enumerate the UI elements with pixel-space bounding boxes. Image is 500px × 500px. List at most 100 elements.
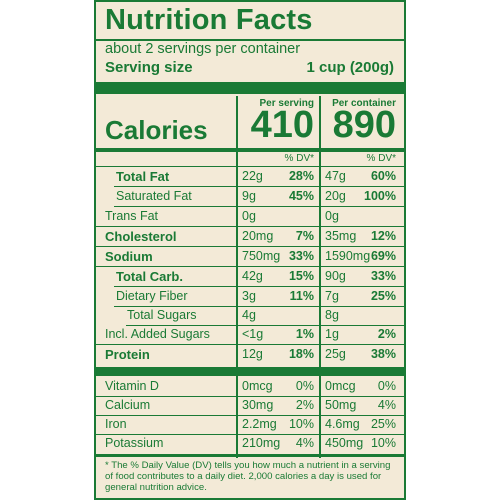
nutrient-serving-dv: 15% xyxy=(288,269,314,283)
dv-rule xyxy=(96,166,404,167)
serving-size-value: 1 cup (200g) xyxy=(306,59,394,76)
vitamin-container-dv: 10% xyxy=(370,436,396,450)
nutrient-separator xyxy=(96,226,404,227)
nutrient-container-dv: 33% xyxy=(370,269,396,283)
nutrient-serving-dv: 18% xyxy=(288,347,314,361)
vitamin-container-amount: 450mg xyxy=(325,436,364,450)
nutrient-serving-amount: <1g xyxy=(242,327,264,341)
nutrient-row: Saturated Fat 9g 45% 20g 100% xyxy=(96,187,404,207)
nutrient-name: Protein xyxy=(105,347,150,362)
vitamin-row: Iron 2.2mg 10% 4.6mg 25% xyxy=(96,415,404,435)
nutrient-serving-amount: 42g xyxy=(242,269,263,283)
nutrient-row: Trans Fat 0g 0g xyxy=(96,207,404,227)
nutrient-row: Incl. Added Sugars <1g 1% 1g 2% xyxy=(96,325,404,345)
nutrient-name: Total Sugars xyxy=(127,308,197,322)
nutrient-serving-dv: 1% xyxy=(295,327,314,341)
nutrient-container-amount: 25g xyxy=(325,347,346,361)
nutrient-name: Total Carb. xyxy=(116,269,183,284)
vitamin-container-amount: 4.6mg xyxy=(325,417,360,431)
calories-per-serving: 410 xyxy=(250,104,314,146)
nutrient-container-amount: 1590mg xyxy=(325,249,371,263)
nutrient-container-dv: 38% xyxy=(370,347,396,361)
nutrient-row: Total Sugars 4g 8g xyxy=(96,306,404,326)
nutrient-container-dv: 100% xyxy=(364,189,396,203)
footnote-rule xyxy=(96,454,404,457)
nutrient-container-amount: 8g xyxy=(325,308,339,322)
nutrient-serving-amount: 12g xyxy=(242,347,263,361)
nutrient-container-amount: 20g xyxy=(325,189,346,203)
nutrient-serving-dv: 45% xyxy=(288,189,314,203)
nutrient-serving-amount: 22g xyxy=(242,169,263,183)
nutrient-separator xyxy=(96,344,404,345)
nutrient-separator xyxy=(126,325,404,326)
nutrient-name: Trans Fat xyxy=(105,209,159,223)
nutrient-row: Cholesterol 20mg 7% 35mg 12% xyxy=(96,227,404,247)
serving-rule xyxy=(96,82,404,94)
nutrient-serving-amount: 750mg xyxy=(242,249,281,263)
nutrient-container-dv: 60% xyxy=(370,169,396,183)
column-divider-right xyxy=(319,96,321,458)
vitamin-serving-amount: 210mg xyxy=(242,436,281,450)
nutrient-container-dv: 25% xyxy=(370,289,396,303)
nutrient-serving-dv: 33% xyxy=(288,249,314,263)
vitamin-row: Calcium 30mg 2% 50mg 4% xyxy=(96,396,404,416)
nutrient-separator xyxy=(96,246,404,247)
nutrient-container-dv: 12% xyxy=(370,229,396,243)
vitamin-separator xyxy=(96,396,404,397)
vitamin-name: Calcium xyxy=(105,398,151,412)
nutrient-row: Total Fat 22g 28% 47g 60% xyxy=(96,167,404,187)
vitamin-serving-amount: 0mcg xyxy=(242,379,273,393)
calories-label: Calories xyxy=(105,115,208,145)
nutrient-name: Total Fat xyxy=(116,169,170,184)
nutrient-separator xyxy=(114,306,404,307)
servings-per-container: about 2 servings per container xyxy=(105,41,301,57)
vitamin-serving-dv: 2% xyxy=(295,398,314,412)
nutrient-separator xyxy=(114,206,404,207)
vitamin-container-dv: 0% xyxy=(377,379,396,393)
nutrient-name: Saturated Fat xyxy=(116,189,192,203)
nutrient-serving-dv: 7% xyxy=(295,229,314,243)
vitamin-container-amount: 50mg xyxy=(325,398,357,412)
vitamin-serving-dv: 4% xyxy=(295,436,314,450)
vitamin-serving-amount: 30mg xyxy=(242,398,274,412)
nutrient-serving-dv: 11% xyxy=(289,289,314,303)
vitamin-separator xyxy=(96,415,404,416)
label-title: Nutrition Facts xyxy=(105,4,313,36)
dv-header-serving: % DV* xyxy=(284,153,314,164)
nutrient-separator xyxy=(96,266,404,267)
serving-size-label: Serving size xyxy=(105,59,193,76)
nutrient-row: Protein 12g 18% 25g 38% xyxy=(96,345,404,365)
vitamins-rule xyxy=(96,367,404,376)
nutrient-name: Sodium xyxy=(105,249,153,264)
nutrient-container-amount: 35mg xyxy=(325,229,357,243)
vitamin-container-dv: 25% xyxy=(370,417,396,431)
vitamin-row: Vitamin D 0mcg 0% 0mcg 0% xyxy=(96,377,404,397)
vitamin-serving-dv: 0% xyxy=(295,379,314,393)
vitamin-separator xyxy=(96,434,404,435)
nutrient-row: Total Carb. 42g 15% 90g 33% xyxy=(96,267,404,287)
nutrient-row: Sodium 750mg 33% 1590mg 69% xyxy=(96,247,404,267)
col-header-per-serving: Per serving xyxy=(259,98,314,109)
nutrient-serving-amount: 0g xyxy=(242,209,256,223)
nutrient-serving-dv: 28% xyxy=(288,169,314,183)
vitamin-serving-amount: 2.2mg xyxy=(242,417,277,431)
vitamin-name: Potassium xyxy=(105,436,164,450)
vitamin-serving-dv: 10% xyxy=(288,417,314,431)
nutrient-serving-amount: 9g xyxy=(242,189,256,203)
column-divider-left xyxy=(236,96,238,458)
nutrient-separator xyxy=(114,186,404,187)
vitamin-row: Potassium 210mg 4% 450mg 10% xyxy=(96,434,404,454)
nutrient-container-dv: 69% xyxy=(370,249,396,263)
nutrient-name: Cholesterol xyxy=(105,229,177,244)
nutrient-name: Dietary Fiber xyxy=(116,289,188,303)
calories-per-container: 890 xyxy=(332,104,396,146)
nutrient-serving-amount: 4g xyxy=(242,308,256,322)
nutrient-serving-amount: 3g xyxy=(242,289,256,303)
nutrient-container-amount: 7g xyxy=(325,289,339,303)
nutrient-container-dv: 2% xyxy=(377,327,396,341)
nutrient-serving-amount: 20mg xyxy=(242,229,274,243)
vitamin-name: Vitamin D xyxy=(105,379,159,393)
nutrient-separator xyxy=(114,286,404,287)
footnote: * The % Daily Value (DV) tells you how m… xyxy=(105,460,391,493)
calories-rule xyxy=(96,148,404,152)
